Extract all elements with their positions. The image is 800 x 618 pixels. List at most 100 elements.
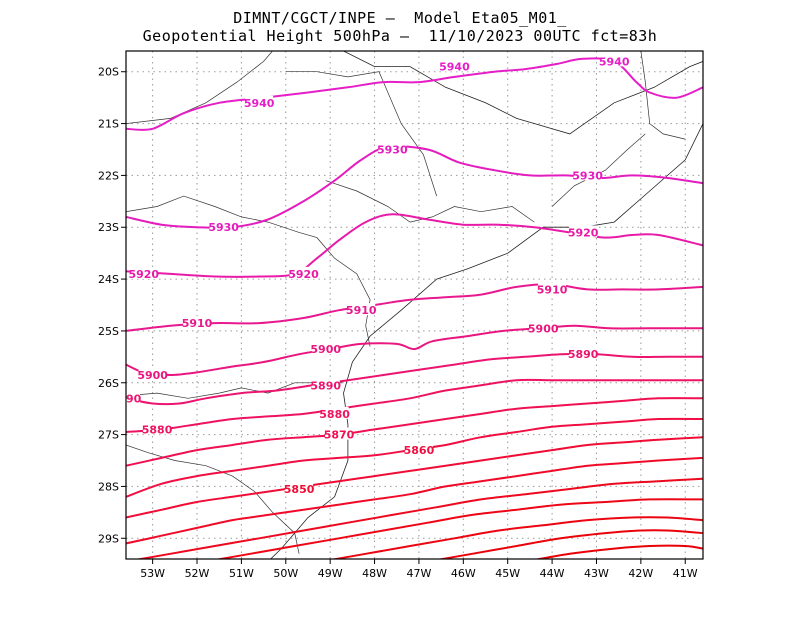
contour-label-bg [569,347,598,360]
x-tick-label: 42W [628,567,653,580]
x-tick-label: 49W [318,567,343,580]
contour-label: 5900 [310,343,341,356]
contour-label-bg [529,321,558,334]
y-tick-label: 25S [98,325,119,338]
state-border [285,71,438,197]
contour-label: 5930 [572,169,603,182]
contour-line-5790 [534,544,703,559]
x-tick-label: 43W [584,567,609,580]
y-tick-label: 28S [98,480,119,493]
contour-line-5830 [135,477,703,559]
contour-label-bg [311,342,340,355]
contour-label: 5910 [182,317,213,330]
state-border [126,195,371,347]
contour-line-5890 [126,352,703,406]
contour-label: 5940 [439,61,470,74]
y-tick-label: 29S [98,532,119,545]
contour-label: 5920 [128,268,159,281]
plot-frame [125,50,704,560]
contour-label-bg [245,95,274,108]
y-tick-label: 21S [98,118,119,131]
contour-label-bg [311,378,340,391]
contour-label-bg [143,422,172,435]
contour-label: 5890 [568,348,599,361]
x-tick-label: 47W [407,567,432,580]
plot-area [126,51,703,559]
geography [126,51,703,559]
contour-line-5910 [126,283,703,332]
contour-label: 5850 [284,483,315,496]
contour-label: 5890 [310,379,341,392]
state-border-north [343,51,703,135]
x-tick-label: 46W [451,567,476,580]
x-tick-label: 51W [229,567,254,580]
contour-label-bg [209,220,238,233]
contour-label: 5910 [346,304,377,317]
chart-title-line1: DIMNT/CGCT/INPE — Model Eta05_M01_ [233,9,567,27]
contour-label: 5920 [288,268,319,281]
coastline [270,123,703,559]
contour-line-5850 [126,436,703,519]
x-tick-label: 41W [673,567,698,580]
x-tick-label: 50W [273,567,298,580]
contour-label-bg [126,391,140,404]
contour-label: 5890 [111,392,142,405]
y-tick-label: 22S [98,169,119,182]
chart-title-line2: Geopotential Height 500hPa — 11/10/2023 … [142,27,658,45]
contour-label: 5930 [208,221,239,234]
contour-label: 5900 [528,322,559,335]
contour-label-bg [404,443,433,456]
contour-line-5870 [126,397,703,467]
contour-line-5880 [126,378,703,433]
contour-label: 5880 [142,423,173,436]
x-tick-label: 52W [185,567,210,580]
contour-label-bg [347,303,376,316]
contour-line-5840 [126,456,703,545]
state-border [126,444,300,554]
state-border [126,51,273,124]
contour-label-bg [378,142,407,155]
contour-label-bg [285,482,314,495]
contour-label-bg [183,316,212,329]
contour-label-bg [289,266,318,279]
contour-label-bg [138,367,167,380]
contour-label: 5920 [568,226,599,239]
state-border [551,133,646,207]
y-tick-label: 23S [98,221,119,234]
contour-label-bg [600,54,629,67]
y-tick-label: 20S [98,66,119,79]
contour-line-5920 [126,213,703,278]
contour-label: 5860 [404,444,435,457]
contour-label: 5870 [324,429,355,442]
contour-line-5900 [126,324,703,376]
contour-label: 5930 [377,143,408,156]
contour-label-bg [440,59,469,72]
y-tick-label: 27S [98,429,119,442]
contour-label-bg [129,266,158,279]
contour-line-5940 [126,57,703,131]
contour-label-bg [325,427,354,440]
state-border [325,180,535,223]
contour-label: 5880 [319,408,350,421]
contour-label-bg [320,406,349,419]
contour-line-5810 [330,516,703,559]
state-border [640,51,686,140]
contour-label: 5910 [537,283,568,296]
x-tick-label: 53W [140,567,165,580]
contour-lines [126,57,703,559]
contour-labels: 5940 5940 5940 5930 5930 5930 5920 5920 5920 5910… [111,54,630,496]
contour-label-bg [573,168,602,181]
x-tick-label: 45W [495,567,520,580]
contour-label: 5940 [244,97,275,110]
x-tick-label: 44W [540,567,565,580]
contour-label-bg [569,225,598,238]
y-tick-label: 24S [98,273,119,286]
contour-label-bg [538,282,567,295]
axis-ticks: 53W 52W 51W 50W 49W 48W 47W 46W 45W 44W 43W 42W 41W 2… [98,66,698,580]
x-tick-label: 48W [362,567,387,580]
contour-line-5820 [214,498,703,559]
y-tick-label: 26S [98,377,119,390]
contour-label: 5900 [137,369,168,382]
contour-label: 5940 [599,55,630,68]
